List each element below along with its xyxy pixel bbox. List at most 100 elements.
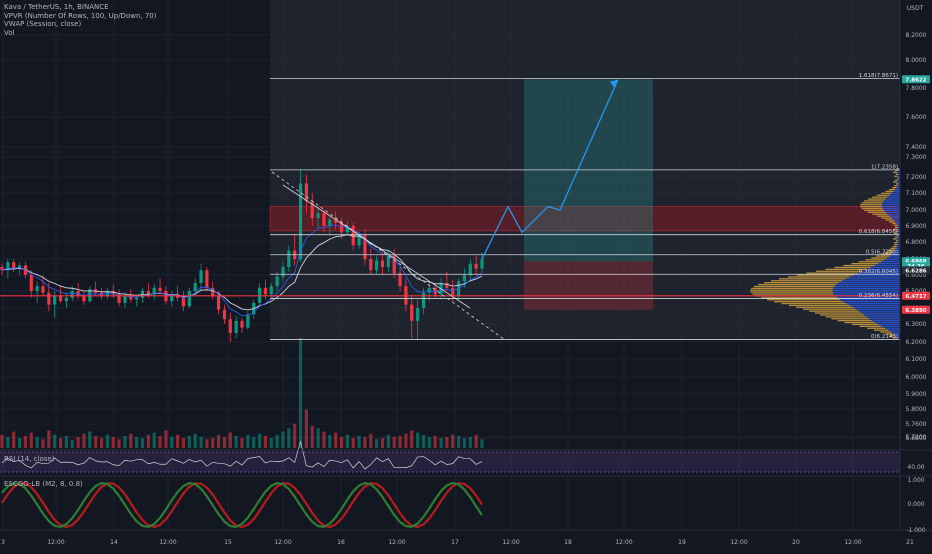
candle-body <box>17 265 22 269</box>
volume-bar <box>380 438 385 448</box>
price-tick-label: 5.7600 <box>906 421 927 428</box>
vpvr-up-bar <box>774 301 844 303</box>
vpvr-up-bar <box>880 253 892 255</box>
vpvr-up-bar <box>864 200 884 202</box>
vpvr-up-bar <box>802 308 857 310</box>
price-tick-label: 6.8000 <box>906 239 927 246</box>
candle-body <box>468 263 472 275</box>
volume-bar <box>135 437 139 448</box>
vpvr-up-bar <box>872 213 888 215</box>
volume-bar <box>76 437 80 448</box>
candle-body <box>281 267 285 277</box>
volume-bar <box>199 437 203 448</box>
vpvr-down-bar <box>834 285 900 288</box>
time-tick-label: 12:00 <box>844 539 861 546</box>
candle-body <box>310 201 314 218</box>
price-tick-label: 7.6000 <box>906 114 927 121</box>
vpvr-up-bar <box>881 217 892 219</box>
volume-bar <box>158 435 162 448</box>
price-tick-label: 6.1000 <box>906 356 927 363</box>
vpvr-down-bar <box>878 263 900 265</box>
volume-bar <box>35 437 39 448</box>
vpvr-down-bar <box>832 291 900 293</box>
vpvr-up-bar <box>806 272 858 274</box>
vpvr-up-bar <box>892 337 897 339</box>
vpvr-down-bar <box>833 293 900 295</box>
vpvr-up-bar <box>816 270 863 272</box>
candle-body <box>322 213 326 226</box>
volume-bar <box>228 432 232 448</box>
vpvr-down-bar <box>897 226 900 229</box>
vpvr-down-bar <box>881 261 900 263</box>
vpvr-down-bar <box>891 253 900 255</box>
vpvr-down-bar <box>895 335 900 337</box>
candle-body <box>193 283 197 291</box>
vpvr-up-bar <box>876 215 890 217</box>
fib-label: 0.5(6.7250) <box>866 249 898 255</box>
vpvr-down-bar <box>862 270 900 272</box>
vpvr-up-bar <box>893 238 897 240</box>
vpvr-up-bar <box>885 219 894 221</box>
volume-bar <box>240 438 244 448</box>
vpvr-up-bar <box>885 190 894 193</box>
vpvr-up-bar <box>843 264 875 267</box>
vpvr-down-bar <box>889 215 900 217</box>
candle-body <box>334 219 338 223</box>
vpvr-up-bar <box>887 249 895 251</box>
price-tag-label: 6.3890 <box>905 308 926 314</box>
vpvr-down-bar <box>893 251 900 253</box>
vpvr-up-bar <box>893 171 897 174</box>
vpvr-up-bar <box>895 179 898 181</box>
candle-body <box>427 287 431 293</box>
vpvr-up-bar <box>892 245 897 248</box>
volume-bar <box>140 438 145 448</box>
vpvr-down-bar <box>869 318 900 320</box>
fib-label: 0(6.2143) <box>871 334 898 340</box>
candle-body <box>363 235 367 259</box>
price-tick-label: 6.0000 <box>906 374 927 381</box>
vpvr-down-bar <box>893 219 900 221</box>
candle-body <box>287 250 291 267</box>
candle-body <box>275 276 279 287</box>
vpvr-down-bar <box>853 274 900 276</box>
volume-bar <box>181 438 186 448</box>
candle-body <box>240 320 244 328</box>
candle-body <box>375 260 379 271</box>
vpvr-up-bar <box>851 263 879 265</box>
vpvr-up-bar <box>831 318 870 320</box>
price-tick-label: 5.6800 <box>906 435 927 442</box>
vpvr-down-bar <box>838 282 900 284</box>
vpvr-up-bar <box>758 283 837 286</box>
vpvr-up-bar <box>871 257 888 259</box>
volume-bar <box>129 433 133 448</box>
volume-bar <box>369 433 373 448</box>
vpvr-down-bar <box>883 200 900 202</box>
candle-body <box>369 259 373 271</box>
vpvr-down-bar <box>898 234 900 236</box>
vpvr-up-bar <box>837 320 872 322</box>
vpvr-down-bar <box>884 259 900 261</box>
vpvr-down-bar <box>874 264 900 267</box>
vpvr-down-bar <box>850 304 900 307</box>
vpvr-down-bar <box>895 247 900 250</box>
price-tick-label: 6.6000 <box>906 272 927 279</box>
price-tick-label: 7.1000 <box>906 190 927 197</box>
vpvr-up-bar <box>867 327 886 329</box>
vpvr-up-bar <box>860 204 883 206</box>
trend-line <box>1 224 483 317</box>
price-tag-label: 6.6868 <box>905 259 926 265</box>
volume-bar <box>386 434 390 448</box>
vpvr-up-bar <box>896 183 899 185</box>
vpvr-down-bar <box>895 221 900 223</box>
vpvr-down-bar <box>897 232 900 234</box>
volume-bar <box>70 440 74 448</box>
volume-bar <box>345 434 349 448</box>
vpvr-down-bar <box>896 337 900 339</box>
vpvr-down-bar <box>889 194 900 196</box>
candle-body <box>410 304 414 321</box>
vpvr-histogram <box>750 168 900 339</box>
vpvr-up-bar <box>893 228 897 231</box>
time-tick-label: 12:00 <box>615 539 632 546</box>
